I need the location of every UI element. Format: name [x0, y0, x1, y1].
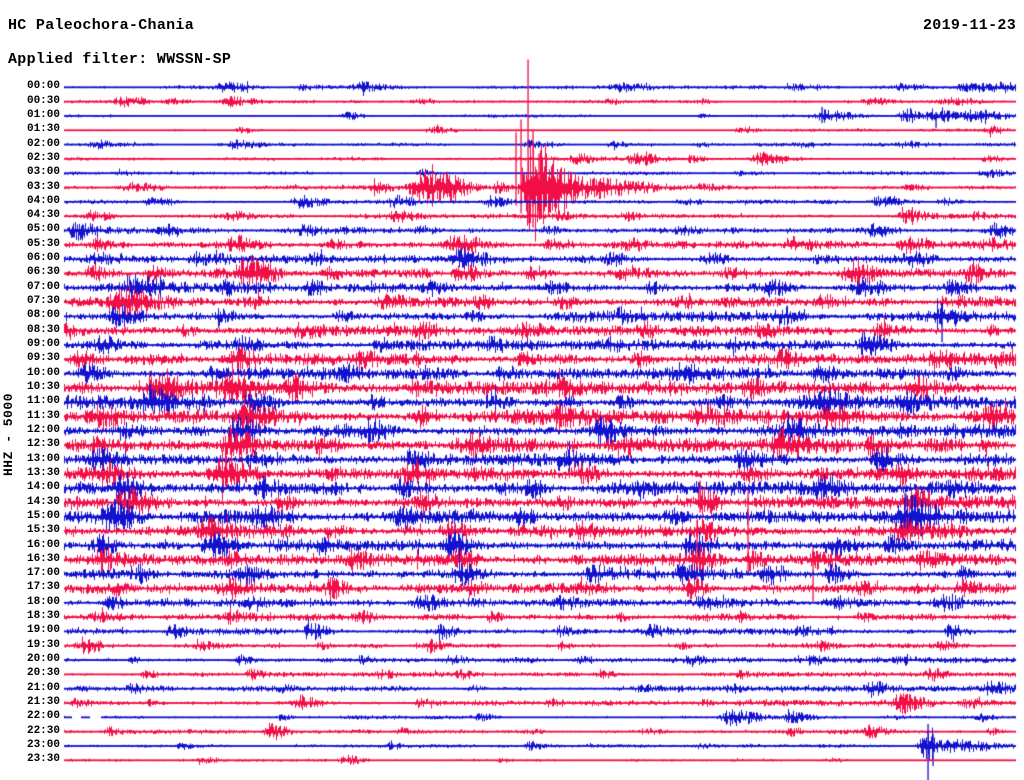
helicorder-canvas — [0, 0, 1024, 780]
helicorder-page: HC Paleochora-Chania 2019-11-23 Applied … — [0, 0, 1024, 780]
